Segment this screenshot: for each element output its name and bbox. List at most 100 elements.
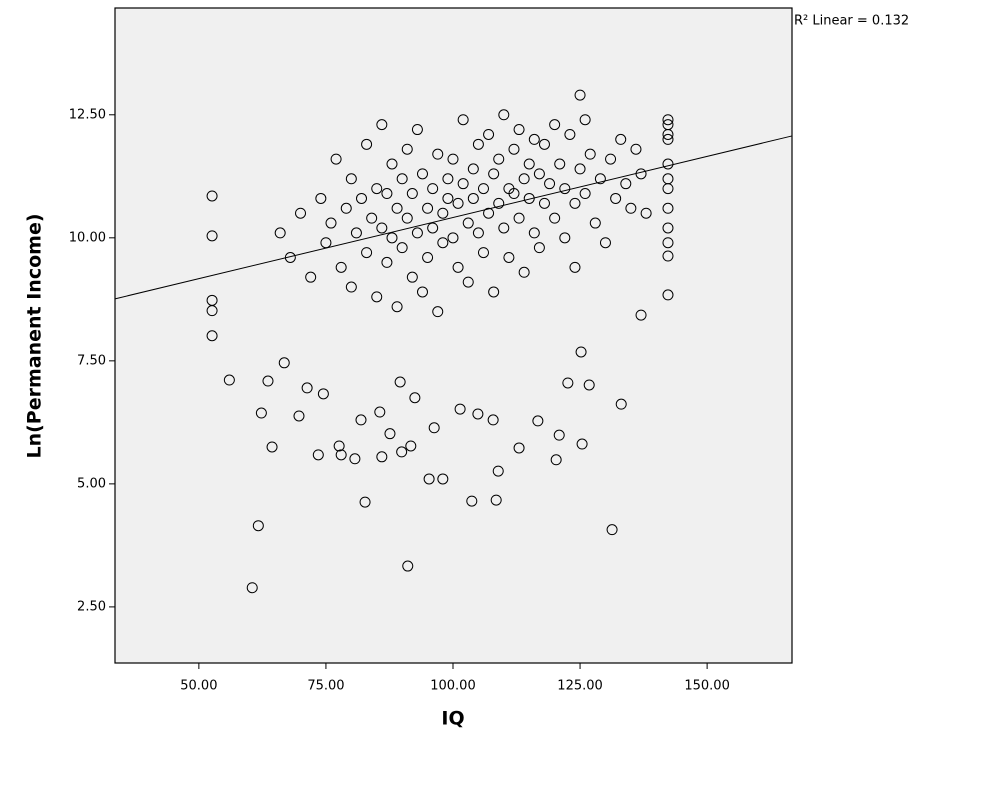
point bbox=[401, 143, 413, 155]
point bbox=[662, 114, 674, 126]
point bbox=[349, 453, 361, 465]
point bbox=[246, 582, 258, 594]
x-tick-label: 100.00 bbox=[430, 679, 476, 694]
point bbox=[562, 377, 574, 389]
point bbox=[391, 301, 403, 313]
point bbox=[462, 276, 474, 288]
point bbox=[384, 428, 396, 440]
point bbox=[640, 207, 652, 219]
point bbox=[206, 230, 218, 242]
point bbox=[381, 188, 393, 200]
point bbox=[437, 237, 449, 249]
point bbox=[345, 281, 357, 293]
point bbox=[361, 138, 373, 150]
point bbox=[605, 153, 617, 165]
point bbox=[662, 128, 674, 140]
point bbox=[662, 250, 674, 262]
point bbox=[409, 392, 421, 404]
point bbox=[416, 286, 428, 298]
point bbox=[406, 271, 418, 283]
point bbox=[467, 192, 479, 204]
point bbox=[255, 407, 267, 419]
point bbox=[335, 261, 347, 273]
point bbox=[274, 227, 286, 239]
point bbox=[498, 109, 510, 121]
point bbox=[432, 306, 444, 318]
point bbox=[554, 158, 566, 170]
point bbox=[335, 449, 347, 461]
y-tick-label: 10.00 bbox=[69, 230, 106, 245]
point bbox=[437, 207, 449, 219]
point bbox=[513, 212, 525, 224]
point bbox=[508, 143, 520, 155]
point bbox=[405, 440, 417, 452]
point bbox=[386, 232, 398, 244]
x-tick-label: 150.00 bbox=[684, 679, 730, 694]
x-axis-title: IQ bbox=[441, 708, 464, 730]
point bbox=[376, 119, 388, 131]
point bbox=[312, 449, 324, 461]
point bbox=[477, 183, 489, 195]
point bbox=[589, 217, 601, 229]
point bbox=[549, 212, 561, 224]
point bbox=[432, 148, 444, 160]
point bbox=[454, 403, 466, 415]
point bbox=[579, 114, 591, 126]
point bbox=[206, 190, 218, 202]
point bbox=[401, 212, 413, 224]
point bbox=[487, 414, 499, 426]
point bbox=[549, 119, 561, 131]
point bbox=[569, 261, 581, 273]
point bbox=[266, 441, 278, 453]
point bbox=[428, 422, 440, 434]
point bbox=[553, 429, 565, 441]
y-tick-label: 5.00 bbox=[77, 476, 106, 491]
point bbox=[574, 163, 586, 175]
point bbox=[442, 192, 454, 204]
point bbox=[488, 168, 500, 180]
point bbox=[513, 124, 525, 136]
point bbox=[386, 158, 398, 170]
point bbox=[467, 163, 479, 175]
y-axis-title: Ln(Permanent Income) bbox=[24, 213, 46, 458]
point bbox=[615, 133, 627, 145]
point bbox=[333, 440, 345, 452]
point bbox=[533, 168, 545, 180]
point bbox=[457, 114, 469, 126]
point bbox=[447, 232, 459, 244]
y-tick-label: 12.50 bbox=[69, 107, 106, 122]
point bbox=[437, 473, 449, 485]
point bbox=[381, 256, 393, 268]
point bbox=[371, 183, 383, 195]
point bbox=[447, 153, 459, 165]
point bbox=[340, 202, 352, 214]
point bbox=[396, 446, 408, 458]
point bbox=[583, 379, 595, 391]
point bbox=[411, 227, 423, 239]
point bbox=[532, 415, 544, 427]
point bbox=[550, 454, 562, 466]
point bbox=[422, 252, 434, 264]
point bbox=[518, 173, 530, 185]
point bbox=[662, 222, 674, 234]
point bbox=[662, 202, 674, 214]
point bbox=[508, 188, 520, 200]
point bbox=[579, 188, 591, 200]
point bbox=[394, 376, 406, 388]
point bbox=[576, 438, 588, 450]
y-tick-label: 7.50 bbox=[77, 353, 106, 368]
point bbox=[206, 330, 218, 342]
point bbox=[396, 173, 408, 185]
point bbox=[366, 212, 378, 224]
point bbox=[477, 247, 489, 259]
point bbox=[472, 138, 484, 150]
point bbox=[350, 227, 362, 239]
point bbox=[452, 197, 464, 209]
point bbox=[584, 148, 596, 160]
point bbox=[293, 410, 305, 422]
point bbox=[528, 133, 540, 145]
point bbox=[406, 188, 418, 200]
point bbox=[442, 173, 454, 185]
point bbox=[662, 237, 674, 249]
point bbox=[416, 168, 428, 180]
